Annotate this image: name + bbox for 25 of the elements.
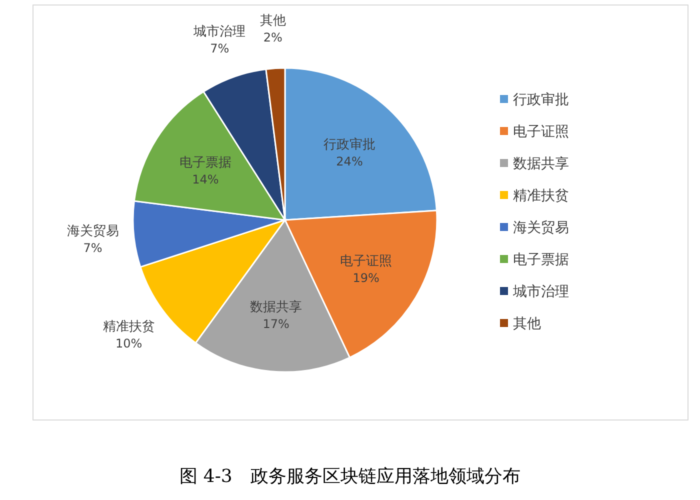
data-label: 2% xyxy=(263,30,282,44)
data-label: 17% xyxy=(262,316,290,331)
legend-label: 电子证照 xyxy=(513,124,569,140)
legend-label: 海关贸易 xyxy=(513,220,569,236)
text: 图 4-3 政务服务区块链应用落地领域分布 xyxy=(180,466,520,487)
slice-label: 城市治理 xyxy=(192,24,246,40)
slice-label: 电子证照 xyxy=(340,254,392,269)
data-label: 14% xyxy=(192,172,219,187)
data-label: 7% xyxy=(83,241,102,256)
legend-label: 其他 xyxy=(513,316,541,332)
legend-label: 城市治理 xyxy=(512,284,569,300)
legend-label: 数据共享 xyxy=(513,156,569,172)
data-label: 10% xyxy=(115,336,142,350)
data-label: 7% xyxy=(210,41,230,56)
slice-label: 电子票据 xyxy=(179,156,232,171)
legend-label: 精准扶贫 xyxy=(513,188,569,204)
legend-label: 行政审批 xyxy=(513,92,569,108)
slice-label: 精准扶贫 xyxy=(102,319,155,334)
data-label: 24% xyxy=(336,154,363,168)
slice-label: 数据共享 xyxy=(250,298,302,315)
slice-label: 行政审批 xyxy=(324,136,376,152)
slice-label: 海关贸易 xyxy=(66,224,119,240)
legend-label: 电子票据 xyxy=(513,252,569,268)
slice-label: 其他 xyxy=(260,13,286,28)
data-label: 19% xyxy=(352,270,380,285)
